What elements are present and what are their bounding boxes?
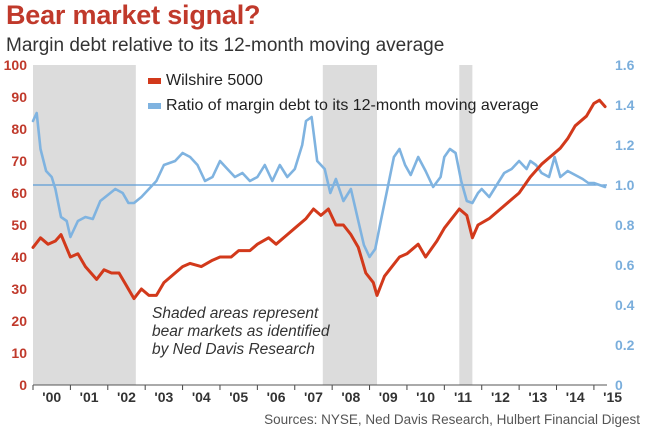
left-axis-tick-label: 50 xyxy=(11,217,27,233)
left-axis-tick-label: 10 xyxy=(11,345,27,361)
x-axis-tick-label: '12 xyxy=(491,389,510,405)
x-axis-tick-label: '00 xyxy=(42,389,61,405)
left-axis-tick-label: 0 xyxy=(19,377,27,393)
x-axis-tick-label: '09 xyxy=(379,389,398,405)
right-axis-tick-label: 0.4 xyxy=(615,297,635,313)
left-axis-ticks: 0 10 20 30 40 50 60 70 80 90 100 xyxy=(4,57,28,393)
legend-label: Ratio of margin debt to its 12-month mov… xyxy=(166,97,539,114)
margin-ratio-line xyxy=(31,111,607,259)
right-axis-tick-label: 1.0 xyxy=(615,177,635,193)
x-axis-tick-label: '01 xyxy=(80,389,99,405)
x-axis-tick-label: '07 xyxy=(304,389,323,405)
x-axis-tick-label: '05 xyxy=(229,389,248,405)
right-axis-ticks: 0 0.2 0.4 0.6 0.8 1.0 1.2 1.4 1.6 xyxy=(615,57,635,393)
left-axis-tick-label: 20 xyxy=(11,313,27,329)
bear-market-shade xyxy=(33,65,136,385)
legend-label: Wilshire 5000 xyxy=(166,72,263,89)
right-axis-tick-label: 0.6 xyxy=(615,257,635,273)
legend-swatch xyxy=(148,78,161,84)
x-axis-tick-label: '14 xyxy=(566,389,585,405)
left-axis-tick-label: 70 xyxy=(11,153,27,169)
x-axis-tick-label: '11 xyxy=(454,389,472,405)
right-axis-tick-label: 0.2 xyxy=(615,337,635,353)
left-axis-tick-label: 80 xyxy=(11,121,27,137)
x-axis-tick-label: '15 xyxy=(603,389,622,405)
right-axis-tick-label: 1.6 xyxy=(615,57,635,73)
x-axis-ticks: '00 '01 '02 '03 '04 '05 '06 '07 '08 '09 '10 '11 '12 '… xyxy=(32,384,622,405)
x-axis-tick-label: '06 xyxy=(267,389,286,405)
left-axis-tick-label: 100 xyxy=(4,57,28,73)
left-axis-tick-label: 60 xyxy=(11,185,27,201)
bear-market-shade xyxy=(459,65,473,385)
page-title: Bear market signal? xyxy=(6,0,261,30)
source-note: Sources: NYSE, Ned Davis Research, Hulbe… xyxy=(264,412,640,427)
left-axis-tick-label: 90 xyxy=(11,89,27,105)
x-axis-tick-label: '08 xyxy=(341,389,360,405)
bear-market-shade xyxy=(322,65,378,385)
series-lines xyxy=(31,98,607,301)
annotation-line: Shaded areas represent xyxy=(152,305,319,322)
shaded-areas xyxy=(33,65,473,385)
x-axis-tick-label: '04 xyxy=(192,389,211,405)
right-axis-tick-label: 1.4 xyxy=(615,97,635,113)
x-axis-tick-label: '02 xyxy=(117,389,136,405)
right-axis-tick-label: 0 xyxy=(615,377,623,393)
right-axis-tick-label: 1.2 xyxy=(615,137,635,153)
wilshire-5000-line xyxy=(31,98,607,301)
legend: Wilshire 5000 Ratio of margin debt to its… xyxy=(148,72,539,114)
left-axis-tick-label: 30 xyxy=(11,281,27,297)
x-axis-tick-label: '03 xyxy=(154,389,173,405)
annotation-line: bear markets as identified xyxy=(152,323,331,340)
x-axis-tick-label: '13 xyxy=(528,389,547,405)
right-axis-tick-label: 0.8 xyxy=(615,217,635,233)
left-axis-tick-label: 40 xyxy=(11,249,27,265)
legend-swatch xyxy=(148,103,161,109)
annotation-line: by Ned Davis Research xyxy=(152,341,315,358)
x-axis-tick-label: '10 xyxy=(416,389,435,405)
page-subtitle: Margin debt relative to its 12-month mov… xyxy=(6,35,445,56)
